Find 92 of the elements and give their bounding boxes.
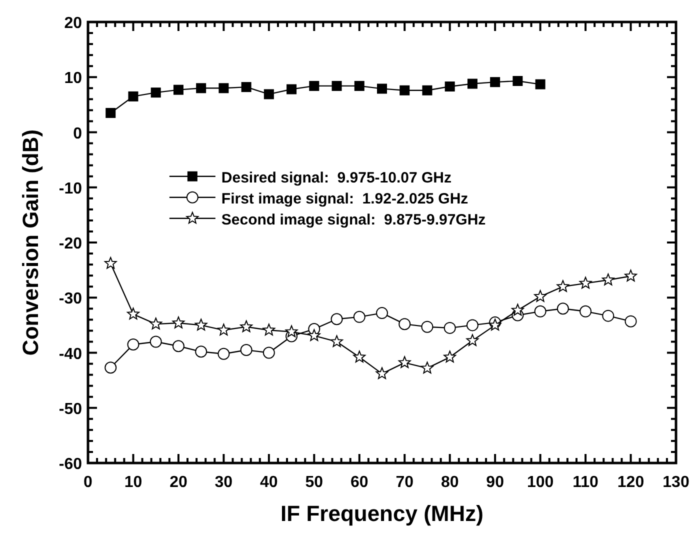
x-tick-label: 130 xyxy=(662,474,690,491)
point xyxy=(172,316,185,328)
point xyxy=(286,84,297,94)
y-tick-label: -10 xyxy=(58,180,82,198)
point xyxy=(602,273,614,286)
legend-label: Desired signal: 9.975-10.07 GHz xyxy=(221,169,452,186)
point xyxy=(624,315,637,328)
point xyxy=(104,362,117,374)
point xyxy=(444,322,456,334)
y-tick-label: -20 xyxy=(58,236,82,252)
x-tick-label: 60 xyxy=(350,474,368,491)
y-tick-label: 10 xyxy=(64,70,82,88)
x-tick-label: 110 xyxy=(572,474,599,491)
point xyxy=(556,280,570,292)
point xyxy=(240,320,253,332)
point xyxy=(467,78,478,89)
x-tick-label: 10 xyxy=(124,474,142,491)
point xyxy=(534,305,546,318)
point xyxy=(490,77,500,88)
legend-label: First image signal: 1.92-2.025 GHz xyxy=(221,190,468,208)
point xyxy=(196,83,206,94)
point xyxy=(218,83,229,94)
point xyxy=(444,350,456,363)
point xyxy=(128,91,138,102)
point xyxy=(602,310,614,322)
y-tick-label: 0 xyxy=(73,125,82,142)
point xyxy=(217,324,230,336)
x-tick-label: 80 xyxy=(440,474,459,491)
x-tick-label: 40 xyxy=(260,474,278,491)
x-tick-label: 100 xyxy=(526,474,554,491)
x-axis-title: IF Frequency (MHz) xyxy=(280,501,484,526)
point xyxy=(195,346,208,358)
legend-label: Second image signal: 9.875-9.97GHz xyxy=(221,211,486,228)
point xyxy=(511,304,524,316)
point xyxy=(579,276,592,289)
point xyxy=(556,302,569,315)
x-tick-label: 90 xyxy=(486,474,504,491)
point xyxy=(309,80,320,91)
x-tick-label: 120 xyxy=(617,474,644,491)
point xyxy=(376,307,388,320)
point xyxy=(330,313,343,326)
point xyxy=(580,305,592,318)
point xyxy=(421,362,434,374)
point xyxy=(466,334,479,346)
point xyxy=(106,108,116,118)
x-tick-label: 30 xyxy=(214,474,233,491)
point xyxy=(172,340,184,352)
point xyxy=(150,336,162,348)
y-axis-title: Conversion Gain (dB) xyxy=(18,129,43,356)
point xyxy=(173,84,184,95)
point xyxy=(285,325,298,338)
y-tick-label: -50 xyxy=(58,400,82,418)
point xyxy=(127,338,140,350)
point xyxy=(376,367,388,380)
y-tick-label: 20 xyxy=(64,15,82,32)
point xyxy=(241,82,252,92)
point xyxy=(512,76,523,86)
point xyxy=(308,329,320,342)
point xyxy=(150,88,161,98)
point xyxy=(624,270,637,282)
point xyxy=(398,318,411,330)
point xyxy=(444,81,455,92)
y-tick-label: -60 xyxy=(58,456,82,473)
y-tick-label: -30 xyxy=(58,290,82,308)
point xyxy=(535,79,546,90)
point xyxy=(127,308,140,320)
point xyxy=(262,346,275,359)
point xyxy=(264,89,274,100)
x-tick-label: 50 xyxy=(305,474,324,491)
point xyxy=(194,318,208,331)
point xyxy=(400,85,410,96)
point xyxy=(398,356,411,368)
point xyxy=(488,318,502,331)
y-tick-label: -40 xyxy=(58,346,82,363)
point xyxy=(353,310,366,323)
point xyxy=(218,348,230,360)
point xyxy=(421,320,434,333)
point xyxy=(353,350,366,363)
point xyxy=(377,84,387,94)
x-tick-label: 70 xyxy=(396,474,414,491)
point xyxy=(240,344,252,356)
point xyxy=(332,80,342,91)
point xyxy=(330,335,343,348)
point xyxy=(150,318,162,330)
point xyxy=(534,290,547,302)
point xyxy=(422,85,432,96)
point xyxy=(354,80,364,91)
point xyxy=(262,324,276,336)
x-tick-label: 0 xyxy=(84,474,93,491)
x-tick-label: 20 xyxy=(170,474,188,491)
point xyxy=(466,319,478,332)
point xyxy=(104,256,117,269)
